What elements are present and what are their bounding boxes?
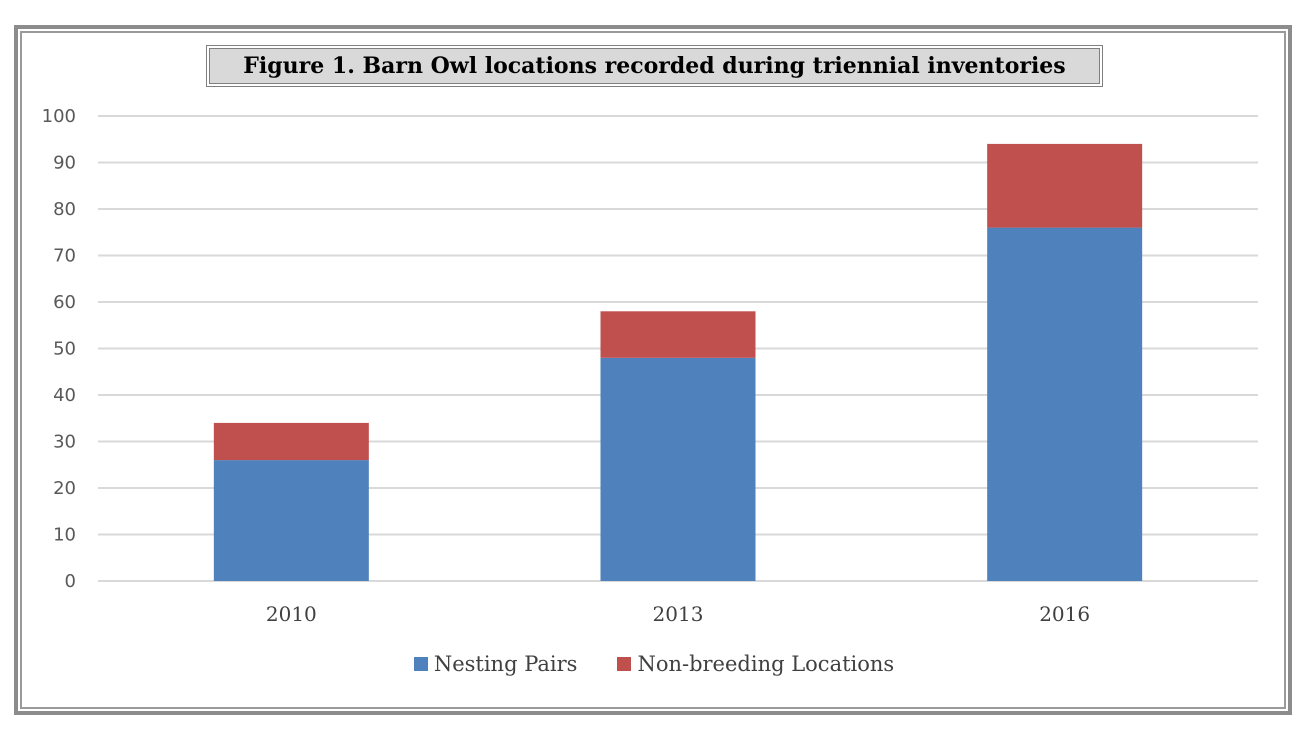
legend-swatch-nesting-pairs bbox=[413, 657, 428, 671]
bar-2013-series-1 bbox=[600, 311, 756, 358]
y-tick-label-60: 60 bbox=[53, 292, 76, 313]
bar-2016-series-1 bbox=[987, 143, 1143, 228]
y-axis: 0 10 20 30 40 50 60 70 80 90 100 bbox=[42, 106, 76, 592]
legend-swatch-non-breeding-locations bbox=[617, 657, 632, 671]
x-tick-label-2010: 2010 bbox=[266, 602, 317, 626]
bar-2010-series-1 bbox=[213, 422, 369, 461]
y-tick-label-20: 20 bbox=[53, 478, 76, 499]
y-tick-label-10: 10 bbox=[53, 525, 76, 546]
x-axis: 2010 2013 2016 bbox=[266, 602, 1090, 626]
inner-frame bbox=[20, 31, 1286, 709]
bar-2013-series-0 bbox=[600, 357, 756, 581]
bar-2016-series-0 bbox=[987, 227, 1143, 581]
y-tick-label-30: 30 bbox=[53, 432, 76, 453]
chart-title: Figure 1. Barn Owl locations recorded du… bbox=[243, 53, 1066, 79]
y-tick-label-70: 70 bbox=[53, 246, 76, 267]
chart-title-box: Figure 1. Barn Owl locations recorded du… bbox=[206, 45, 1103, 87]
legend: Nesting Pairs Non-breeding Locations bbox=[0, 652, 1308, 676]
y-tick-label-50: 50 bbox=[53, 339, 76, 360]
legend-item-non-breeding-locations: Non-breeding Locations bbox=[617, 652, 894, 676]
y-tick-label-100: 100 bbox=[42, 106, 76, 127]
legend-label-nesting-pairs: Nesting Pairs bbox=[433, 652, 578, 676]
y-tick-label-90: 90 bbox=[53, 153, 76, 174]
y-tick-label-0: 0 bbox=[65, 571, 76, 592]
legend-item-nesting-pairs: Nesting Pairs bbox=[413, 652, 578, 676]
x-tick-label-2013: 2013 bbox=[653, 602, 704, 626]
bar-2010-series-0 bbox=[213, 460, 369, 581]
x-tick-label-2016: 2016 bbox=[1039, 602, 1090, 626]
y-tick-label-40: 40 bbox=[53, 385, 76, 406]
y-tick-label-80: 80 bbox=[53, 199, 76, 220]
bars bbox=[213, 143, 1143, 581]
legend-label-non-breeding-locations: Non-breeding Locations bbox=[637, 652, 895, 676]
